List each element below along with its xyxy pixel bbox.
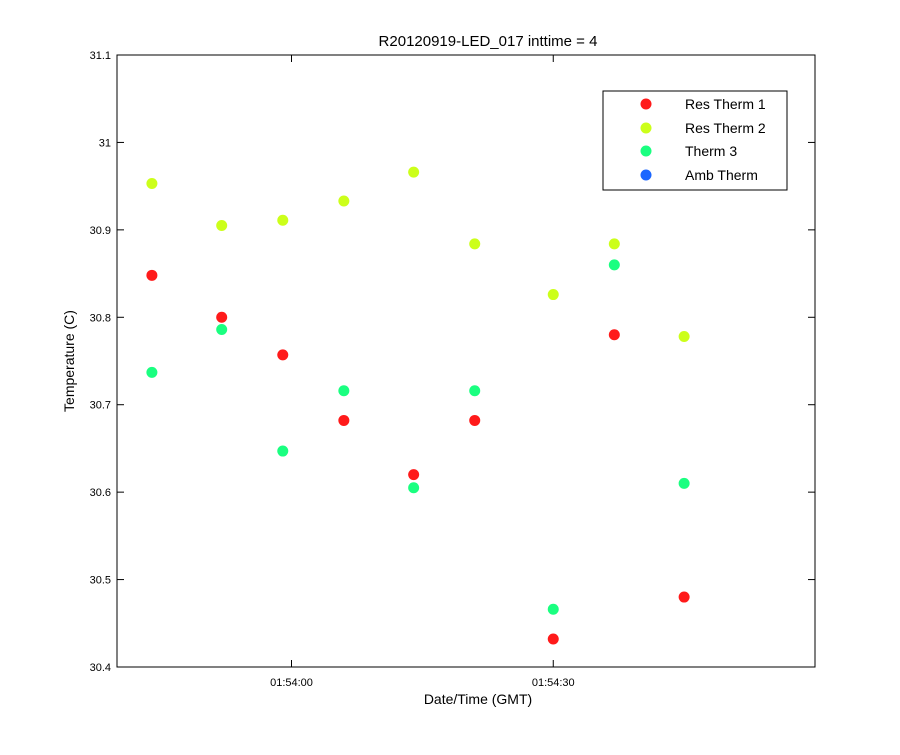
y-tick-label: 30.9 bbox=[90, 225, 111, 237]
data-point-res-therm-2 bbox=[338, 195, 350, 207]
y-tick-label: 30.8 bbox=[90, 312, 111, 324]
data-point-therm-3 bbox=[678, 477, 690, 489]
data-point-res-therm-1 bbox=[146, 269, 158, 281]
y-tick-label: 31 bbox=[99, 137, 111, 149]
data-point-therm-3 bbox=[146, 366, 158, 378]
data-point-res-therm-1 bbox=[216, 311, 228, 323]
data-point-res-therm-1 bbox=[678, 591, 690, 603]
data-point-res-therm-2 bbox=[216, 219, 228, 231]
chart-title: R20120919-LED_017 inttime = 4 bbox=[379, 33, 598, 50]
data-point-res-therm-2 bbox=[678, 331, 690, 343]
legend-box bbox=[602, 90, 788, 191]
data-point-res-therm-1 bbox=[277, 349, 289, 361]
x-axis: 01:54:00 01:54:30 bbox=[270, 55, 575, 689]
data-point-therm-3 bbox=[338, 385, 350, 397]
data-point-res-therm-1 bbox=[408, 469, 420, 481]
legend-label-res-therm-1: Res Therm 1 bbox=[685, 96, 766, 112]
y-axis: 30.4 30.5 30.6 30.7 30.8 30.9 31 31.1 bbox=[90, 50, 815, 674]
y-tick-label: 30.4 bbox=[90, 662, 111, 674]
legend-label-res-therm-2: Res Therm 2 bbox=[685, 120, 766, 136]
data-point-res-therm-2 bbox=[277, 214, 289, 226]
data-point-therm-3 bbox=[547, 603, 559, 615]
data-point-res-therm-1 bbox=[338, 414, 350, 426]
legend-marker-therm-3 bbox=[640, 145, 652, 157]
data-point-res-therm-1 bbox=[547, 633, 559, 645]
data-point-therm-3 bbox=[277, 445, 289, 457]
data-points bbox=[146, 166, 690, 645]
data-point-res-therm-2 bbox=[547, 289, 559, 301]
legend-label-amb-therm: Amb Therm bbox=[685, 167, 758, 183]
legend-marker-res-therm-1 bbox=[640, 98, 652, 110]
x-tick-label: 01:54:30 bbox=[532, 677, 575, 689]
data-point-res-therm-1 bbox=[608, 329, 620, 341]
legend: Res Therm 1 Res Therm 2 Therm 3 Amb Ther… bbox=[602, 90, 788, 191]
y-tick-label: 30.6 bbox=[90, 487, 111, 499]
legend-label-therm-3: Therm 3 bbox=[685, 143, 737, 159]
data-point-res-therm-2 bbox=[608, 238, 620, 250]
data-point-therm-3 bbox=[469, 385, 481, 397]
y-tick-label: 30.7 bbox=[90, 400, 111, 412]
data-point-res-therm-2 bbox=[146, 178, 158, 190]
data-point-res-therm-2 bbox=[469, 238, 481, 250]
data-point-res-therm-1 bbox=[469, 414, 481, 426]
data-point-therm-3 bbox=[408, 482, 420, 494]
legend-marker-amb-therm bbox=[640, 169, 652, 181]
data-point-res-therm-2 bbox=[408, 166, 420, 178]
y-tick-label: 31.1 bbox=[90, 50, 111, 62]
y-axis-label: Temperature (C) bbox=[61, 310, 77, 412]
data-point-therm-3 bbox=[608, 259, 620, 271]
x-tick-label: 01:54:00 bbox=[270, 677, 313, 689]
data-point-therm-3 bbox=[216, 324, 228, 336]
x-axis-label: Date/Time (GMT) bbox=[424, 691, 532, 707]
legend-marker-res-therm-2 bbox=[640, 122, 652, 134]
y-tick-label: 30.5 bbox=[90, 575, 111, 587]
